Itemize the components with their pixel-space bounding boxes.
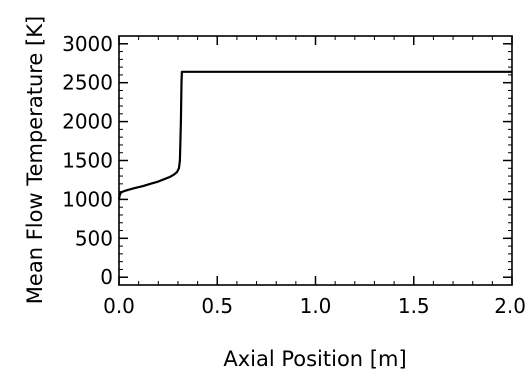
x-tick-label: 2.0 xyxy=(494,294,526,318)
y-tick-label: 0 xyxy=(100,265,113,289)
x-tick-label: 0.5 xyxy=(201,294,233,318)
plot-area-border xyxy=(118,35,513,286)
y-tick-label: 3000 xyxy=(62,32,113,56)
x-axis-ticks: 0.0 0.5 1.0 1.5 2.0 xyxy=(103,36,526,318)
y-axis-ticks: 0 500 1000 1500 2000 2500 3000 xyxy=(62,32,512,289)
series-layer xyxy=(117,70,512,200)
y-tick-label: 1000 xyxy=(62,187,113,211)
x-axis-label: Axial Position [m] xyxy=(223,347,406,371)
temperature-line xyxy=(117,70,512,200)
y-tick-label: 2000 xyxy=(62,110,113,134)
x-tick-label: 1.5 xyxy=(398,294,430,318)
plot-frame xyxy=(118,35,513,286)
x-tick-label: 1.0 xyxy=(300,294,332,318)
y-axis-label: Mean Flow Temperature [K] xyxy=(23,16,47,304)
y-tick-label: 1500 xyxy=(62,149,113,173)
y-tick-label: 500 xyxy=(75,226,113,250)
y-tick-label: 2500 xyxy=(62,71,113,95)
x-tick-label: 0.0 xyxy=(103,294,135,318)
